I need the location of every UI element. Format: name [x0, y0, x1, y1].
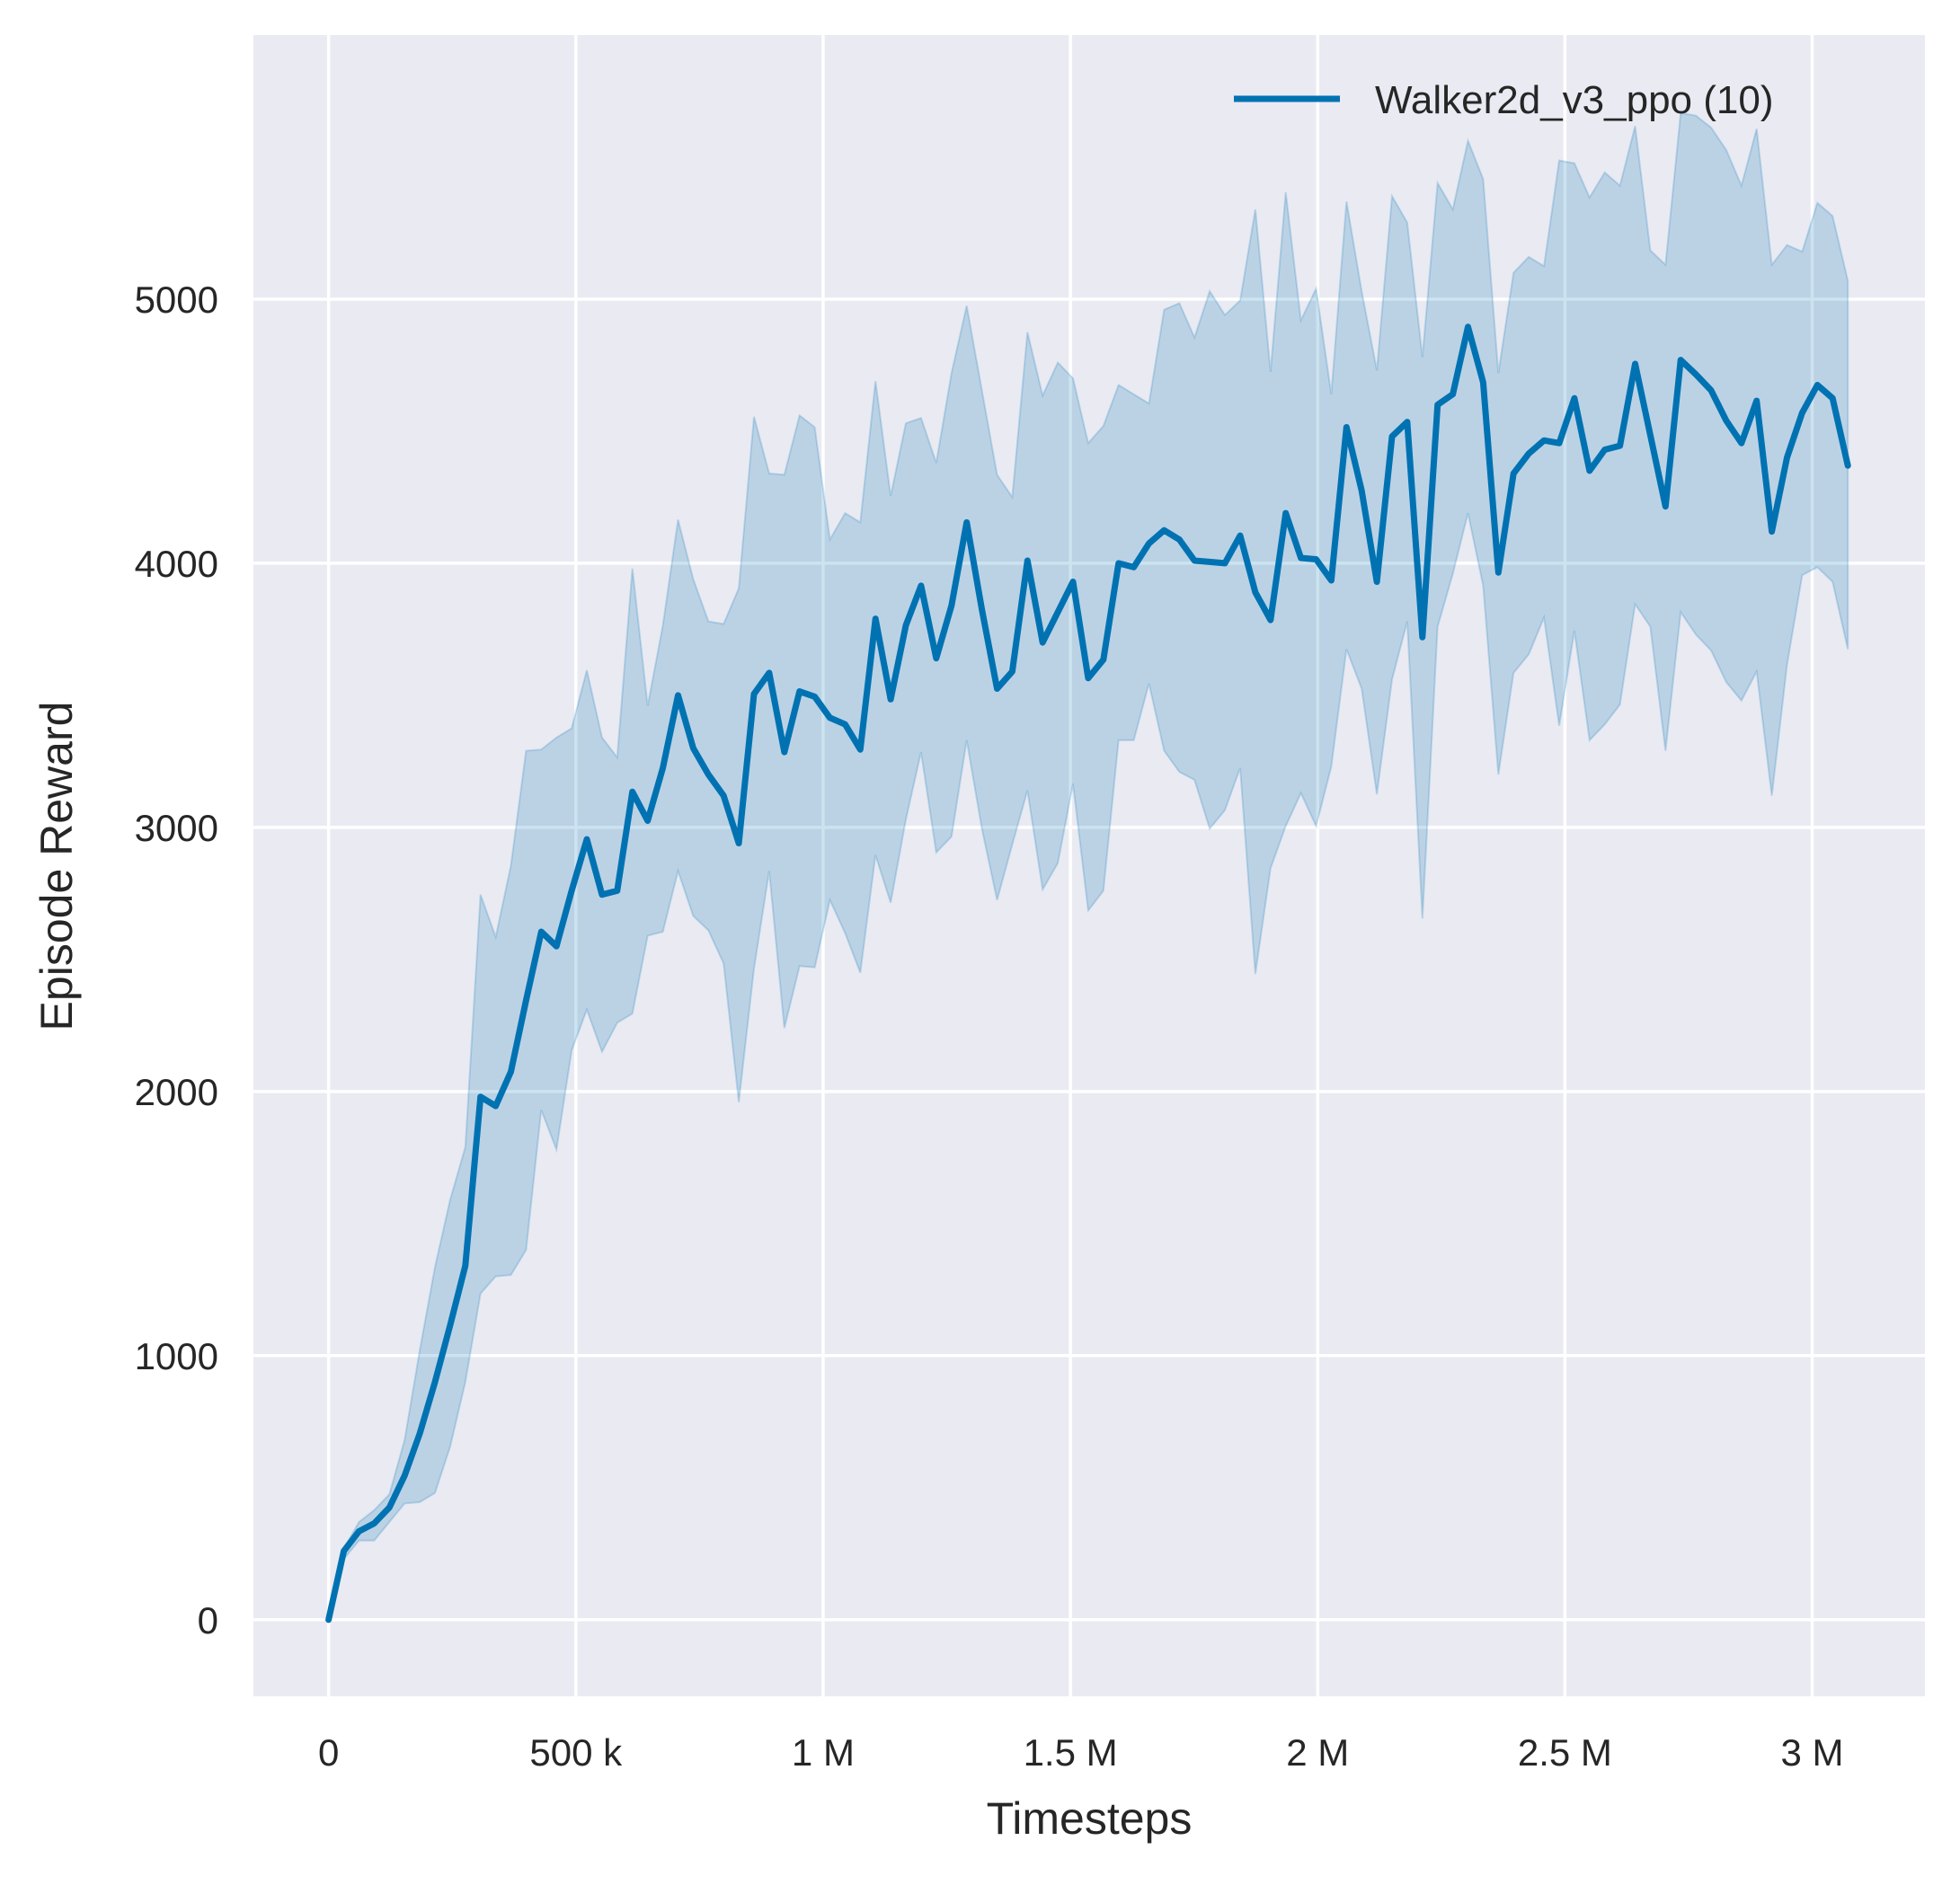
- data-points: [328, 326, 1849, 1620]
- x-axis-title: Timesteps: [987, 1793, 1193, 1844]
- plot-background: [253, 35, 1925, 1696]
- legend-label: Walker2d_v3_ppo (10): [1375, 78, 1774, 122]
- series-lines: [325, 323, 1851, 1624]
- x-tick-label: 0: [318, 1731, 339, 1774]
- y-tick-labels: 0 1000 2000 3000 4000 5000: [135, 279, 218, 1642]
- x-tick-label: 500 k: [529, 1731, 623, 1774]
- y-tick-label: 5000: [135, 279, 218, 321]
- y-tick-label: 4000: [135, 543, 218, 585]
- legend: Walker2d_v3_ppo (10): [1234, 78, 1774, 122]
- x-tick-label: 1.5 M: [1024, 1731, 1118, 1774]
- x-tick-label: 2.5 M: [1518, 1731, 1612, 1774]
- y-tick-label: 3000: [135, 807, 218, 849]
- y-tick-label: 2000: [135, 1071, 218, 1113]
- x-tick-label: 3 M: [1781, 1731, 1844, 1774]
- x-tick-labels: 0 500 k 1 M 1.5 M 2 M 2.5 M 3 M: [318, 1731, 1844, 1774]
- series-line: [325, 323, 1851, 1624]
- x-tick-label: 2 M: [1286, 1731, 1349, 1774]
- y-tick-label: 0: [198, 1599, 218, 1642]
- y-axis-title: Episode Reward: [31, 702, 82, 1031]
- x-tick-label: 1 M: [792, 1731, 855, 1774]
- y-tick-label: 1000: [135, 1335, 218, 1377]
